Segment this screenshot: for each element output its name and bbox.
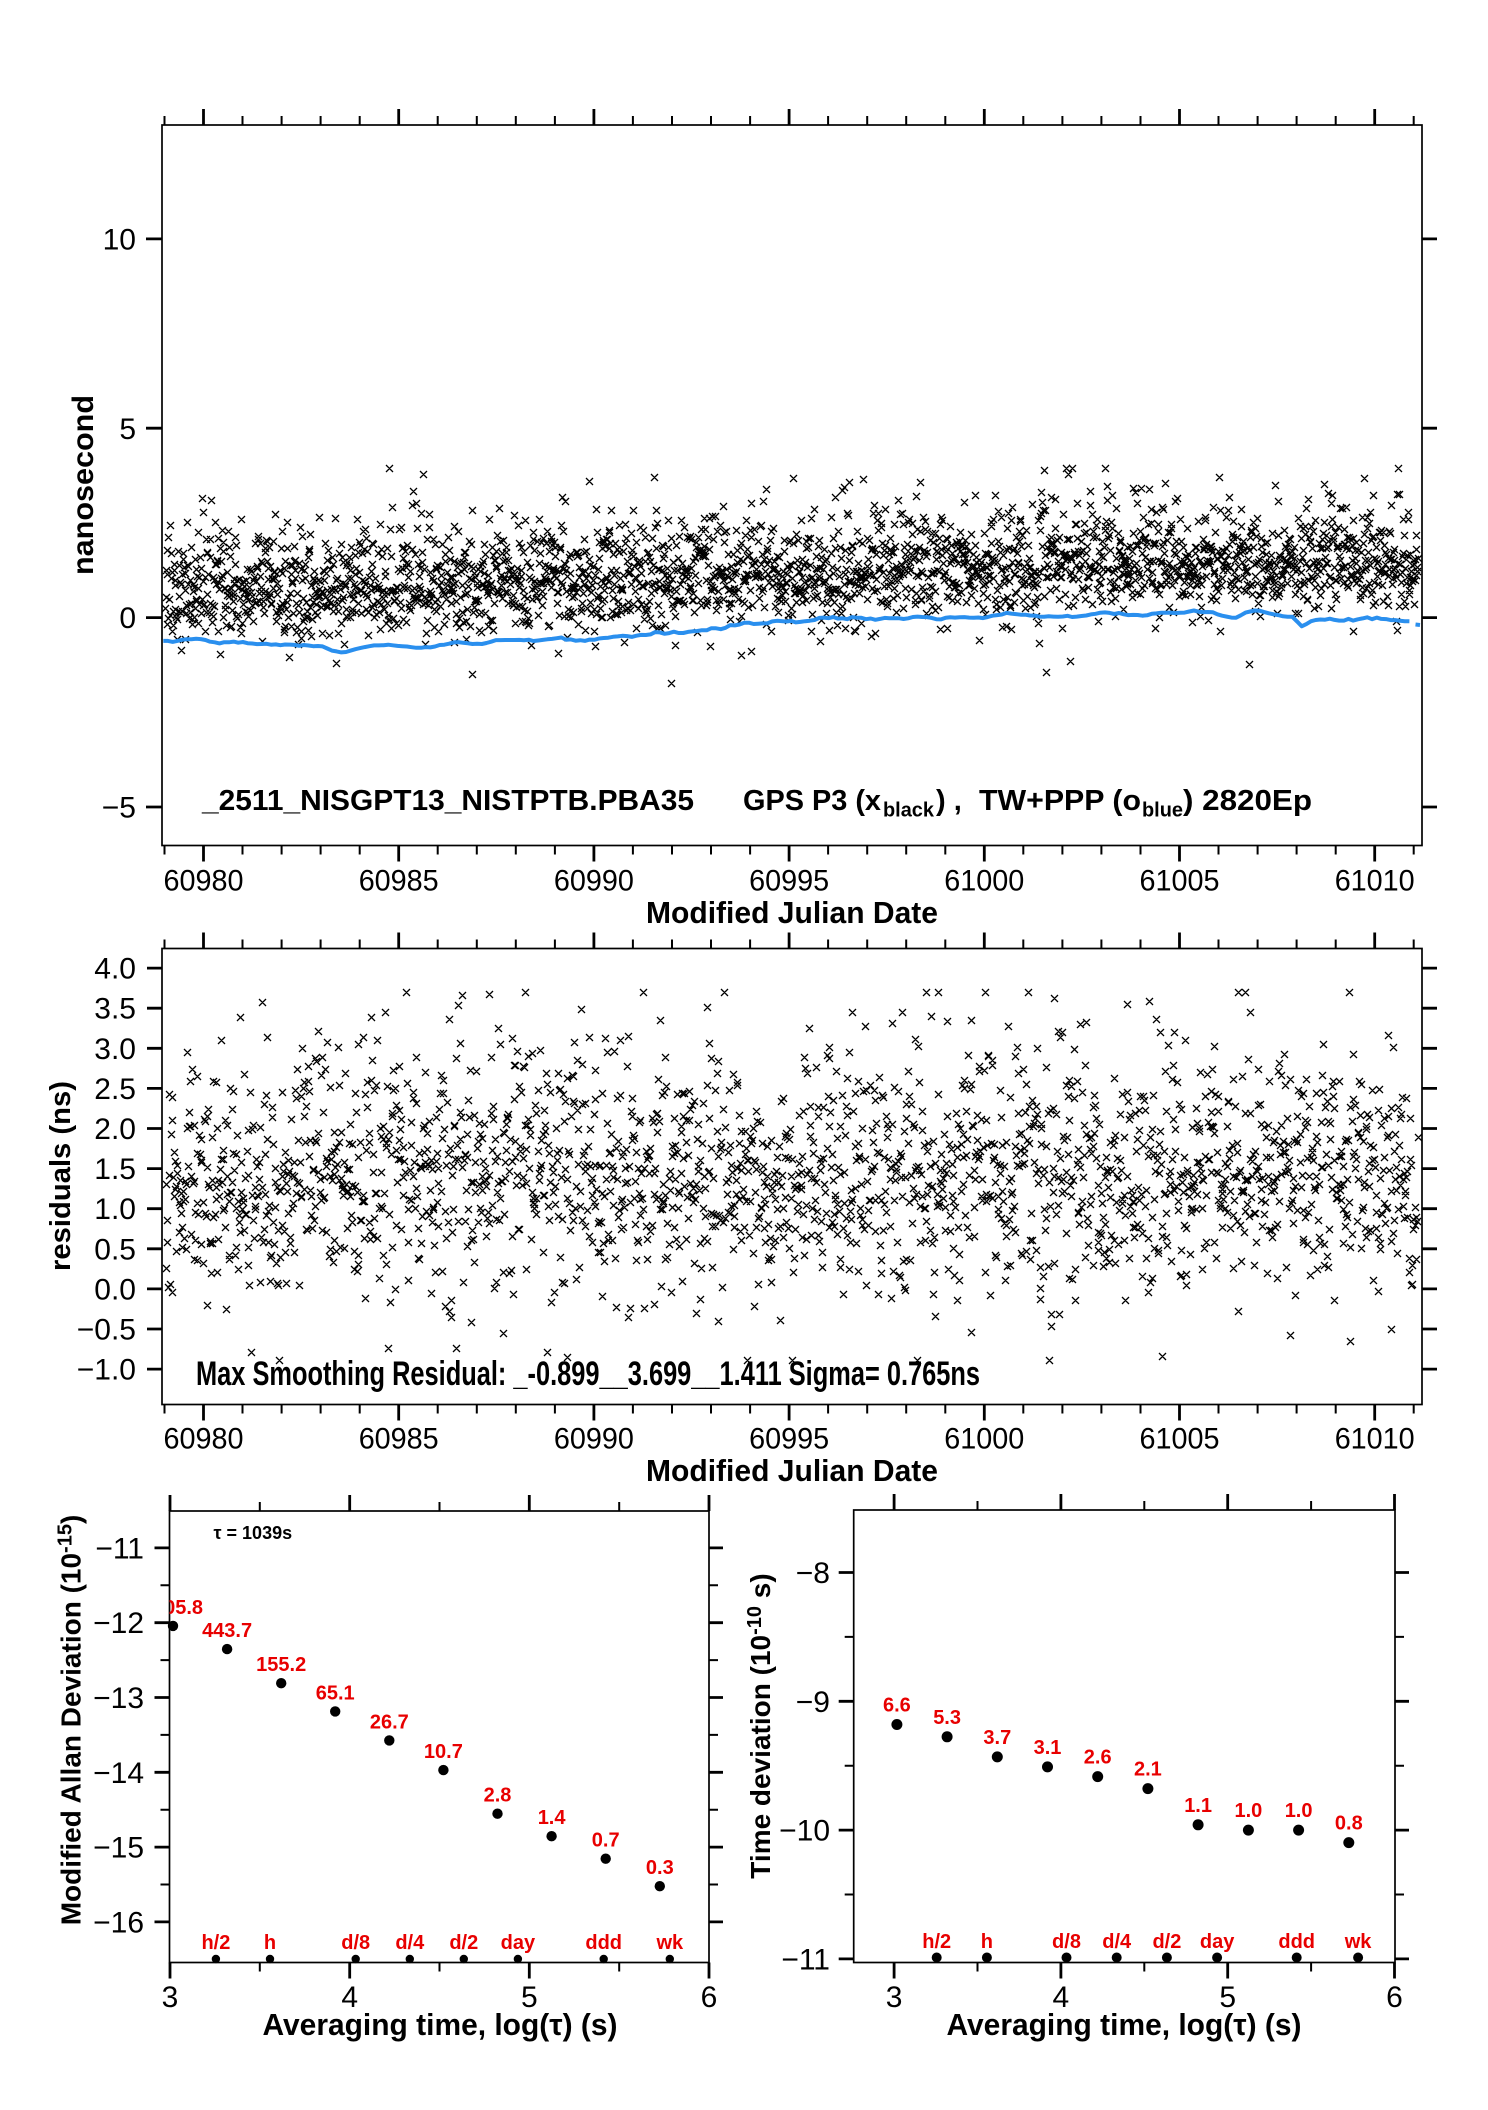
- svg-text:−14: −14: [93, 1757, 144, 1790]
- svg-text:1.5: 1.5: [94, 1153, 136, 1186]
- svg-text:0.8: 0.8: [1335, 1813, 1363, 1835]
- svg-text:residuals (ns): residuals (ns): [45, 1081, 77, 1271]
- svg-text:−13: −13: [93, 1682, 144, 1715]
- svg-text:d/8: d/8: [1052, 1931, 1081, 1953]
- svg-text:) 2820Ep: ) 2820Ep: [1183, 785, 1312, 817]
- svg-text:ddd: ddd: [585, 1932, 622, 1954]
- svg-text:d/4: d/4: [395, 1932, 425, 1954]
- svg-text:6: 6: [701, 1981, 718, 2014]
- svg-text:60980: 60980: [164, 865, 244, 898]
- svg-text:−11: −11: [781, 1943, 830, 1976]
- svg-text:1.0: 1.0: [1234, 1800, 1262, 1822]
- svg-text:61010: 61010: [1335, 1423, 1415, 1456]
- svg-text:h/2: h/2: [201, 1932, 230, 1954]
- svg-text:d/2: d/2: [449, 1932, 478, 1954]
- svg-text:905.8: 905.8: [153, 1597, 203, 1619]
- svg-text:3.7: 3.7: [983, 1727, 1011, 1749]
- svg-text:−11: −11: [95, 1532, 144, 1565]
- svg-text:day: day: [1200, 1931, 1235, 1953]
- svg-text:60995: 60995: [749, 865, 829, 898]
- svg-text:5: 5: [521, 1981, 538, 2014]
- svg-text:1.0: 1.0: [1285, 1800, 1313, 1822]
- svg-text:−16: −16: [93, 1906, 144, 1939]
- svg-text:0.3: 0.3: [646, 1857, 674, 1879]
- svg-text:0.0: 0.0: [94, 1273, 136, 1306]
- svg-text:nanosecond: nanosecond: [67, 395, 100, 575]
- svg-text:Modified Julian Date: Modified Julian Date: [646, 1453, 938, 1488]
- svg-text:3: 3: [886, 1981, 903, 2014]
- svg-text:d/2: d/2: [1152, 1931, 1181, 1953]
- svg-text:h: h: [264, 1932, 276, 1954]
- svg-text:_2511_NISGPT13_NISTPTB.PBA35: _2511_NISGPT13_NISTPTB.PBA35: [201, 785, 694, 817]
- svg-text:4: 4: [1053, 1981, 1070, 2014]
- svg-text:wk: wk: [655, 1932, 684, 1954]
- svg-text:6.6: 6.6: [883, 1695, 911, 1717]
- svg-text:65.1: 65.1: [316, 1682, 355, 1704]
- svg-text:day: day: [501, 1932, 536, 1954]
- svg-text:5: 5: [1219, 1981, 1236, 2014]
- svg-text:61000: 61000: [944, 865, 1024, 898]
- svg-text:61005: 61005: [1140, 865, 1220, 898]
- svg-text:Modified Julian Date: Modified Julian Date: [646, 895, 938, 930]
- svg-text:−8: −8: [796, 1557, 830, 1590]
- svg-text:5.3: 5.3: [933, 1707, 961, 1729]
- svg-text:4.0: 4.0: [94, 953, 136, 986]
- svg-text:blue: blue: [1142, 800, 1183, 822]
- svg-text:GPS P3 (x: GPS P3 (x: [743, 785, 881, 817]
- svg-text:10.7: 10.7: [424, 1741, 463, 1763]
- svg-text:2.8: 2.8: [484, 1785, 512, 1807]
- svg-text:TW+PPP (o: TW+PPP (o: [979, 785, 1141, 817]
- svg-text:−0.5: −0.5: [77, 1314, 136, 1347]
- svg-text:h/2: h/2: [922, 1931, 951, 1953]
- svg-text:3.5: 3.5: [94, 993, 136, 1026]
- svg-text:−10: −10: [779, 1815, 830, 1848]
- svg-text:5: 5: [119, 413, 136, 446]
- svg-text:1.4: 1.4: [538, 1807, 567, 1829]
- svg-text:−15: −15: [93, 1832, 144, 1865]
- svg-text:Averaging time, log(τ) (s): Averaging time, log(τ) (s): [947, 2007, 1302, 2042]
- svg-text:ddd: ddd: [1278, 1931, 1315, 1953]
- svg-text:d/4: d/4: [1102, 1931, 1132, 1953]
- svg-text:61000: 61000: [944, 1423, 1024, 1456]
- svg-text:2.0: 2.0: [94, 1113, 136, 1146]
- svg-text:0: 0: [119, 602, 136, 635]
- svg-text:4: 4: [341, 1981, 358, 2014]
- svg-text:h: h: [981, 1931, 993, 1953]
- svg-text:Max Smoothing Residual: _-0.89: Max Smoothing Residual: _-0.899__3.699__…: [196, 1355, 980, 1393]
- svg-text:61005: 61005: [1140, 1423, 1220, 1456]
- svg-text:0.5: 0.5: [94, 1233, 136, 1266]
- svg-text:60980: 60980: [164, 1423, 244, 1456]
- svg-text:60990: 60990: [554, 1423, 634, 1456]
- svg-text:60985: 60985: [359, 865, 439, 898]
- svg-text:d/8: d/8: [341, 1932, 370, 1954]
- svg-text:2.6: 2.6: [1084, 1747, 1112, 1769]
- svg-text:443.7: 443.7: [202, 1620, 252, 1642]
- svg-text:−12: −12: [93, 1607, 144, 1640]
- svg-text:3.1: 3.1: [1034, 1737, 1062, 1759]
- svg-text:1.0: 1.0: [94, 1193, 136, 1226]
- svg-text:0.7: 0.7: [592, 1830, 620, 1852]
- svg-text:3: 3: [162, 1981, 179, 2014]
- svg-text:Averaging time, log(τ) (s): Averaging time, log(τ) (s): [263, 2007, 618, 2042]
- svg-text:−1.0: −1.0: [77, 1354, 136, 1387]
- svg-text:155.2: 155.2: [256, 1654, 306, 1676]
- svg-text:Modified Allan Deviation (10-1: Modified Allan Deviation (10-15): [55, 1515, 87, 1926]
- svg-text:1.1: 1.1: [1184, 1795, 1212, 1817]
- svg-text:2.5: 2.5: [94, 1073, 136, 1106]
- svg-text:60985: 60985: [359, 1423, 439, 1456]
- svg-text:τ = 1039s: τ = 1039s: [214, 1523, 293, 1543]
- svg-text:26.7: 26.7: [370, 1711, 409, 1733]
- svg-text:−9: −9: [796, 1686, 830, 1719]
- svg-text:black: black: [883, 800, 935, 822]
- svg-text:3.0: 3.0: [94, 1033, 136, 1066]
- svg-text:61010: 61010: [1335, 865, 1415, 898]
- svg-text:−5: −5: [102, 792, 136, 825]
- svg-text:2.1: 2.1: [1134, 1759, 1162, 1781]
- svg-text:) ,: ) ,: [936, 785, 962, 817]
- svg-text:60995: 60995: [749, 1423, 829, 1456]
- svg-text:60990: 60990: [554, 865, 634, 898]
- svg-text:10: 10: [103, 223, 136, 256]
- svg-text:6: 6: [1386, 1981, 1403, 2014]
- svg-text:wk: wk: [1344, 1931, 1373, 1953]
